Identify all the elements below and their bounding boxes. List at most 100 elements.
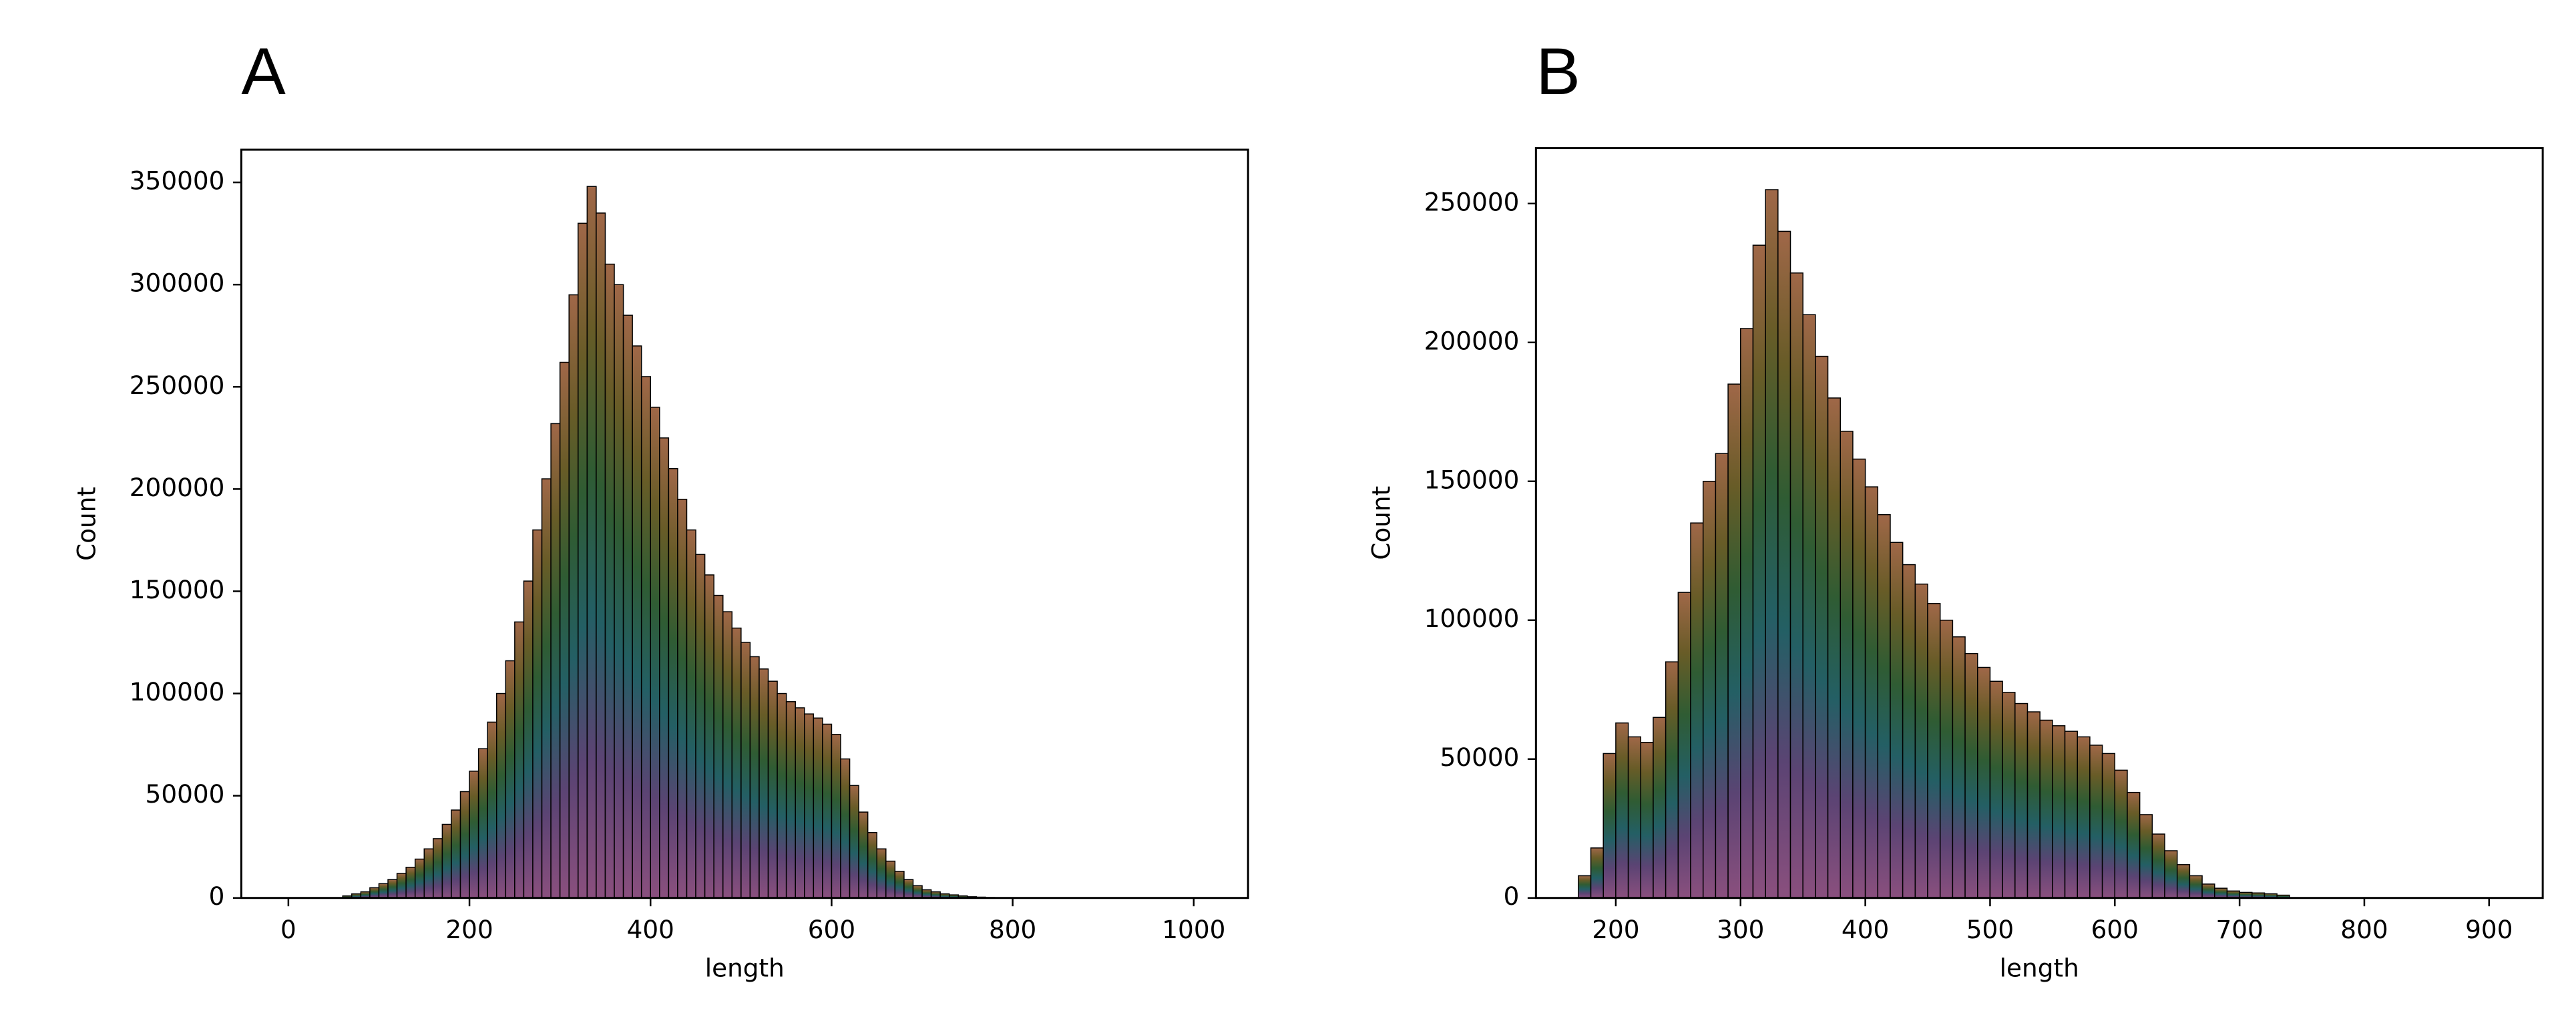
bar [1927,603,1941,899]
bar [550,423,561,899]
y-tick-label: 300000 [130,268,225,298]
y-tick-label: 50000 [146,779,225,809]
bar [1777,230,1791,899]
bar [396,873,407,899]
bar [2101,753,2116,899]
bar [541,478,552,899]
bar [1902,564,1916,899]
bar [813,717,823,899]
bar [831,734,841,899]
bar [1815,355,1829,899]
bar [740,642,751,899]
bar [2064,731,2078,899]
bar [659,437,670,899]
bar [1989,680,2003,899]
bar [885,860,896,899]
bar [713,594,724,899]
bar [622,315,633,899]
x-axis-label: length [2000,953,2079,982]
y-tick-label: 350000 [130,166,225,196]
x-tick-label: 800 [989,915,1036,944]
bar [1602,753,1617,899]
y-tick-label: 50000 [1440,743,1520,772]
bar [1752,244,1766,899]
bar [650,407,660,899]
bar [731,627,742,899]
x-axis-label: length [705,953,785,982]
panel-title: B [1536,35,1580,109]
panel-title: A [241,35,286,109]
y-tick-label: 150000 [130,575,225,604]
bar [903,879,914,899]
bar [596,212,606,899]
bar [686,529,696,899]
bar [1665,661,1679,899]
plot-frame [240,148,1249,899]
bar [1964,652,1978,899]
y-tick-label: 150000 [1424,465,1520,494]
bar [1653,717,1667,899]
bar [785,701,796,899]
bar [2039,719,2053,899]
x-tick-label: 300 [1717,915,1764,944]
bar [1690,522,1704,899]
bar [921,889,932,899]
bar [1952,636,1966,899]
bar [2189,875,2203,899]
bar [749,656,760,899]
x-tick-label: 400 [1842,915,1889,944]
bar [2176,864,2191,899]
bar [1840,431,1854,899]
bar [2052,725,2066,899]
y-tick-label: 200000 [1424,326,1520,355]
bar [804,713,815,899]
bar [514,621,525,899]
bar [405,867,416,899]
bar [1765,189,1779,899]
y-tick-label: 100000 [130,677,225,706]
x-tick-label: 0 [280,915,296,944]
bar [795,707,805,899]
y-tick-label: 100000 [1424,604,1520,633]
plot-frame [1534,147,2544,899]
bar [632,345,642,899]
bar [1977,666,1991,899]
bar [369,887,380,899]
bar [849,785,859,899]
bar [1702,481,1717,899]
bar [2089,745,2103,899]
y-tick-label: 0 [1504,881,1520,911]
bar [1727,383,1741,899]
bar [2214,887,2228,899]
bar [777,692,787,899]
bar [496,692,507,899]
bar [1715,453,1729,899]
bar [459,791,470,899]
bar [586,186,597,899]
bar [433,838,443,899]
x-tick-label: 400 [627,915,674,944]
bar [822,723,833,899]
bar [677,498,688,899]
bar [840,758,851,899]
bar [1590,847,1604,899]
bar [451,809,461,899]
x-tick-label: 600 [808,915,855,944]
bar [894,871,905,899]
bar [759,668,769,899]
bar [578,222,588,899]
bar [912,885,923,899]
bar [2114,769,2128,899]
bar [2127,791,2141,899]
bar [559,361,570,899]
bar [2151,833,2165,899]
y-axis-label: Count [72,487,101,561]
bar [1827,397,1841,899]
bar [704,574,714,899]
bar [1640,742,1654,899]
bar [441,823,452,899]
bar [387,879,398,899]
bar [1864,486,1879,899]
bar [2226,890,2240,899]
bar [1677,592,1691,899]
